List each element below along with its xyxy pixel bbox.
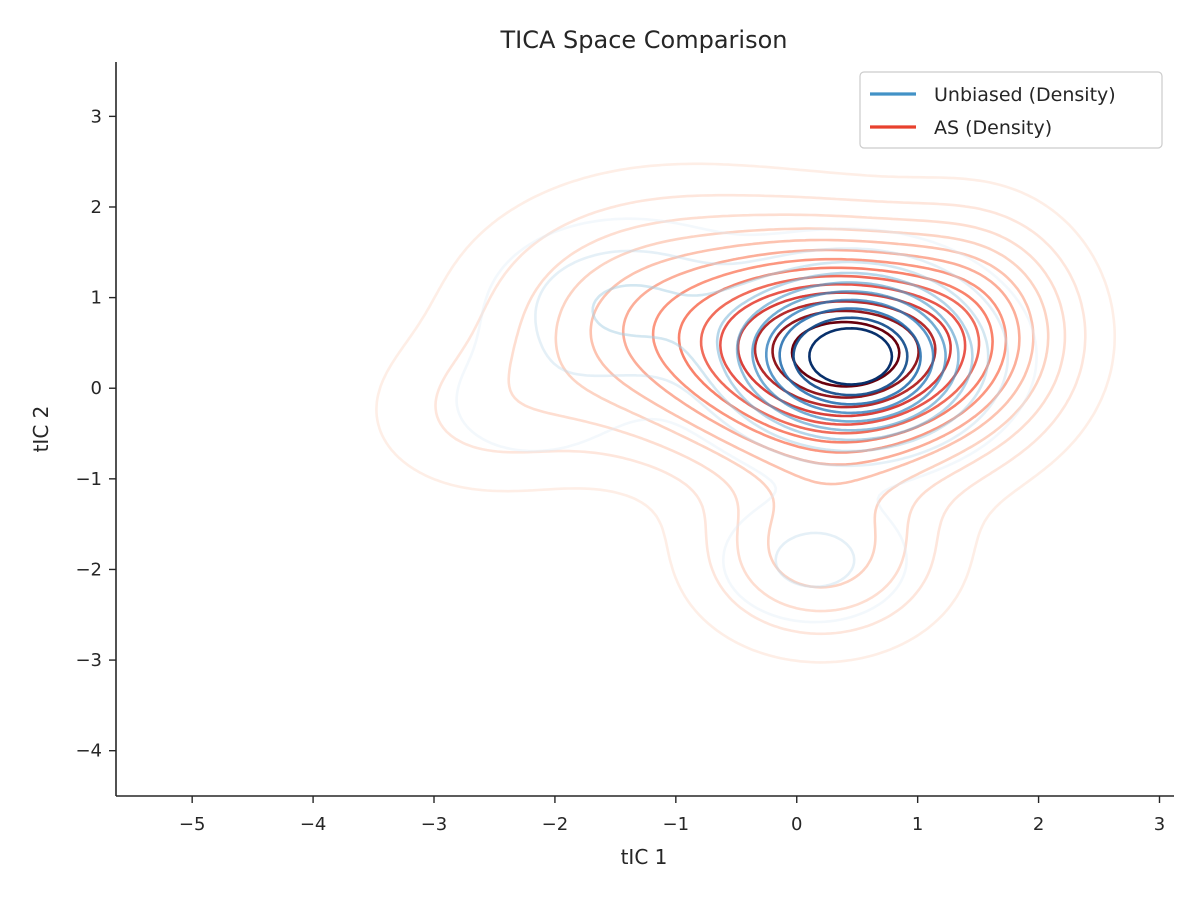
contour-line: [715, 271, 974, 442]
contour-line: [375, 162, 1116, 664]
x-axis-label: tIC 1: [621, 845, 668, 869]
legend-label: AS (Density): [934, 117, 1052, 139]
contour-line: [735, 281, 960, 432]
contour-line: [621, 248, 1021, 466]
contour-line: [507, 213, 1067, 613]
x-tick-label: −1: [663, 814, 690, 835]
y-tick-label: 0: [91, 378, 102, 399]
x-tick-label: 2: [1033, 814, 1044, 835]
y-tick-label: −1: [75, 469, 102, 490]
x-tick-label: 3: [1154, 814, 1165, 835]
y-tick-label: 2: [91, 197, 102, 218]
contour-line: [651, 257, 1008, 454]
contour-layer: [375, 162, 1116, 664]
contour-line: [591, 260, 990, 453]
legend-label: Unbiased (Density): [934, 84, 1116, 106]
contour-line: [534, 247, 1010, 589]
contour-line: [778, 307, 922, 406]
y-tick-label: −2: [75, 559, 102, 580]
contour-line: [751, 290, 947, 423]
contour-line: [554, 227, 1050, 589]
contour-line: [808, 327, 894, 386]
contour-line: [434, 193, 1087, 636]
axes: −5 −4 −3 −2 −1 0 1 2 3 −4 −3 −2 −1 0 1 2 3: [75, 62, 1174, 835]
y-axis-label: tIC 2: [29, 406, 53, 453]
contour-line: [736, 291, 952, 418]
y-tick-label: −4: [75, 741, 102, 762]
x-tick-label: −3: [421, 814, 448, 835]
legend: Unbiased (Density) AS (Density): [859, 71, 1163, 149]
contour-line: [677, 266, 994, 444]
x-tick-label: −2: [542, 814, 569, 835]
contour-line: [765, 298, 935, 415]
contour-series-unbiased: [455, 217, 1038, 624]
legend-box: [859, 71, 1163, 149]
x-tick-label: −4: [300, 814, 327, 835]
y-tick-label: −3: [75, 650, 102, 671]
contour-line: [589, 238, 1035, 486]
chart-title: TICA Space Comparison: [499, 26, 787, 54]
contour-line: [792, 316, 909, 397]
y-tick-label: 3: [91, 106, 102, 127]
contour-line: [455, 217, 1038, 624]
x-tick-label: −5: [179, 814, 206, 835]
x-tick-label: 1: [912, 814, 923, 835]
contour-line: [719, 283, 967, 426]
x-tick-label: 0: [791, 814, 802, 835]
y-tick-label: 1: [91, 288, 102, 309]
